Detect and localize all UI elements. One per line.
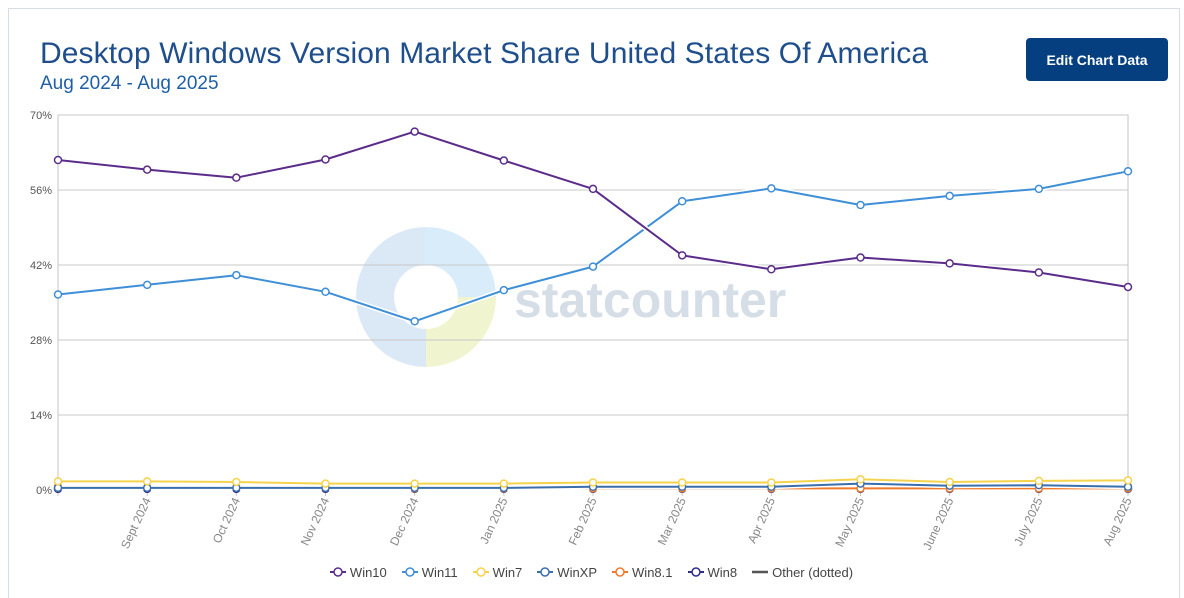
y-axis: 0% 14% 28% 42% 56% 70%: [30, 110, 52, 497]
legend-marker-icon: [401, 567, 418, 577]
x-tick-label: May 2025: [832, 495, 867, 549]
x-tick-label: Aug 2025: [1100, 495, 1135, 548]
x-tick-label: June 2025: [920, 495, 957, 552]
x-tick-label: Oct 2024: [210, 495, 243, 545]
y-tick-label: 42%: [30, 260, 52, 272]
data-point[interactable]: [499, 479, 509, 488]
data-point[interactable]: [588, 262, 598, 271]
x-tick-label: Apr 2025: [745, 495, 778, 545]
y-tick-label: 14%: [30, 410, 52, 422]
series-win7: [53, 475, 1133, 488]
legend-label: Win10: [349, 564, 387, 580]
data-point[interactable]: [499, 156, 509, 165]
legend-item[interactable]: Win7: [472, 562, 523, 582]
data-point[interactable]: [945, 191, 954, 201]
data-point[interactable]: [321, 287, 330, 297]
data-point[interactable]: [677, 197, 687, 206]
legend-item[interactable]: Other (dotted): [751, 562, 853, 582]
data-point[interactable]: [142, 165, 152, 174]
legend-label: Win7: [492, 564, 523, 580]
y-tick-label: 28%: [30, 335, 52, 347]
legend-label: Win8.1: [632, 564, 673, 580]
data-point[interactable]: [767, 265, 776, 274]
page-title: Desktop Windows Version Market Share Uni…: [40, 37, 929, 70]
data-point[interactable]: [410, 479, 419, 488]
x-tick-label: Dec 2024: [387, 495, 422, 548]
data-point[interactable]: [677, 478, 687, 487]
data-point[interactable]: [53, 155, 63, 165]
series-win10: [53, 127, 1133, 292]
data-point[interactable]: [232, 477, 241, 487]
data-point[interactable]: [945, 259, 954, 268]
y-tick-label: 0%: [36, 485, 52, 497]
data-point[interactable]: [856, 200, 865, 210]
data-point[interactable]: [499, 285, 509, 295]
data-point[interactable]: [767, 478, 776, 487]
legend-item[interactable]: Win10: [329, 562, 387, 582]
chart-series: [53, 127, 1133, 494]
x-tick-label: Jan 2025: [477, 495, 511, 546]
legend-item[interactable]: Win8: [687, 562, 738, 582]
chart-legend: Win10 Win11 Win7 WinXP Win8.1 Win8 Other (dott…: [0, 562, 1184, 582]
legend-label: Win11: [421, 564, 458, 580]
x-tick-label: July 2025: [1011, 495, 1046, 548]
legend-marker-icon: [752, 570, 769, 574]
watermark-logo-segment: [356, 227, 426, 367]
data-point[interactable]: [410, 127, 419, 136]
watermark-logo-segment: [426, 297, 496, 367]
legend-marker-icon: [472, 567, 489, 577]
data-point[interactable]: [856, 475, 865, 484]
data-point[interactable]: [588, 478, 598, 487]
legend-item[interactable]: Win8.1: [611, 562, 673, 582]
chart-card: Desktop Windows Version Market Share Uni…: [8, 8, 1180, 598]
edit-chart-data-button[interactable]: Edit Chart Data: [1026, 38, 1168, 81]
data-point[interactable]: [232, 173, 241, 182]
legend-marker-icon: [612, 567, 629, 577]
data-point[interactable]: [945, 477, 954, 487]
data-point[interactable]: [588, 184, 598, 194]
date-range-subtitle: Aug 2024 - Aug 2025: [40, 73, 219, 94]
line-chart: statcounter 0% 14% 28% 42% 56% 70% Sept 2024 O…: [30, 110, 1135, 552]
data-point[interactable]: [232, 270, 241, 280]
data-point[interactable]: [767, 184, 776, 193]
data-point[interactable]: [1123, 282, 1133, 292]
data-point[interactable]: [1123, 476, 1133, 485]
legend-marker-icon: [537, 567, 554, 577]
data-point[interactable]: [856, 253, 865, 262]
data-point[interactable]: [1034, 268, 1044, 277]
data-point[interactable]: [321, 155, 330, 164]
x-tick-label: Mar 2025: [655, 495, 689, 547]
legend-item[interactable]: Win11: [401, 562, 458, 582]
x-tick-label: Nov 2024: [298, 495, 333, 548]
legend-label: Other (dotted): [772, 564, 854, 580]
data-point[interactable]: [1123, 167, 1133, 176]
data-point[interactable]: [53, 477, 63, 486]
data-point[interactable]: [1034, 184, 1044, 194]
y-tick-label: 70%: [30, 110, 52, 122]
data-point[interactable]: [142, 280, 152, 290]
data-point[interactable]: [677, 251, 687, 260]
watermark-logo-segment: [426, 227, 496, 297]
series-win11: [53, 167, 1133, 326]
data-point[interactable]: [410, 317, 419, 326]
legend-marker-icon: [329, 567, 346, 577]
data-point[interactable]: [321, 479, 330, 488]
data-point[interactable]: [142, 477, 152, 486]
x-tick-label: Sept 2024: [118, 495, 154, 551]
x-tick-label: Feb 2025: [566, 495, 600, 547]
legend-marker-icon: [687, 567, 704, 577]
data-point[interactable]: [53, 290, 63, 299]
statcounter-watermark: statcounter: [356, 227, 786, 367]
x-axis: Sept 2024 Oct 2024 Nov 2024 Dec 2024 Jan 202…: [57, 490, 1135, 552]
legend-label: Win8: [707, 564, 738, 580]
legend-label: WinXP: [557, 564, 598, 580]
y-tick-label: 56%: [30, 185, 52, 197]
legend-item[interactable]: WinXP: [536, 562, 597, 582]
watermark-text: statcounter: [514, 272, 786, 328]
data-point[interactable]: [1034, 476, 1044, 486]
